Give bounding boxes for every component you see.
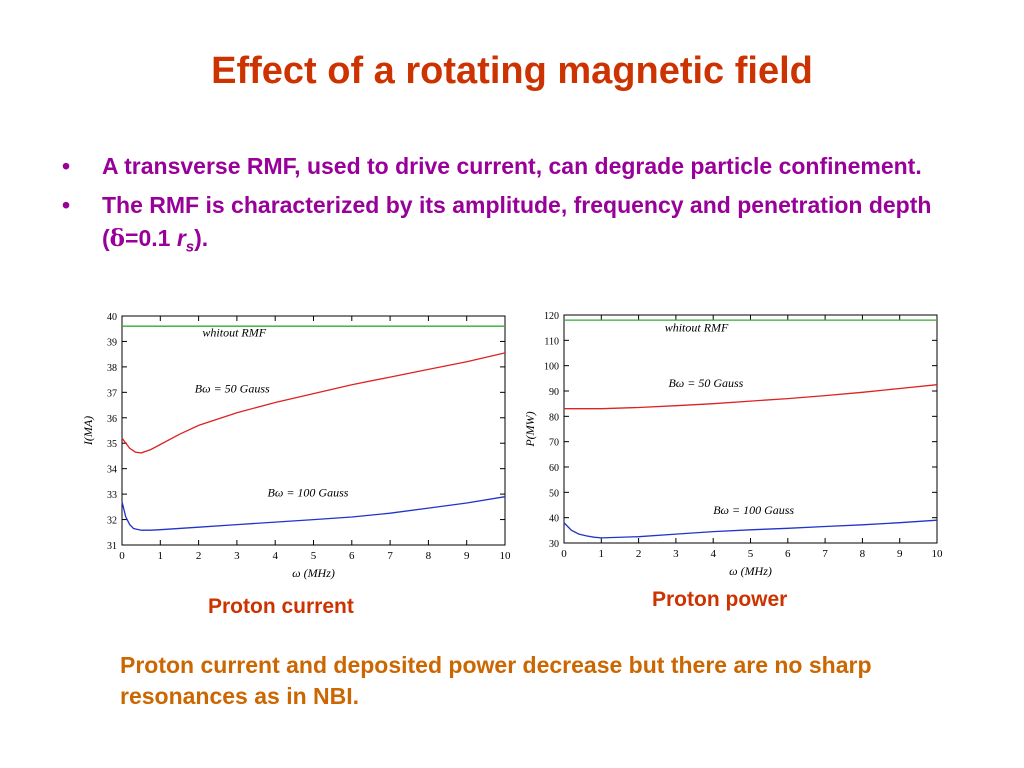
series-line (121, 496, 506, 531)
y-tick-label: 120 (544, 311, 559, 322)
x-tick-label: 4 (710, 548, 716, 560)
bullet-text-after: ). (194, 225, 209, 251)
y-tick-label: 31 (107, 541, 117, 552)
bullet-text-before: The RMF is characterized by its amplitud… (102, 192, 932, 251)
x-tick-label: 3 (234, 550, 240, 562)
series-line (563, 519, 938, 539)
x-tick-label: 3 (673, 548, 679, 560)
x-tick-label: 1 (599, 548, 605, 560)
bullet-list: • A transverse RMF, used to drive curren… (62, 150, 962, 270)
conclusion-text: Proton current and deposited power decre… (120, 652, 872, 709)
series-annotation: Bω = 100 Gauss (268, 486, 349, 500)
series-line (121, 352, 506, 454)
bullet-glyph: • (62, 153, 71, 179)
proton-current-chart: 0 1 2 3 4 5 6 7 8 9 10 31 32 33 34 35 36 37 38 39 40 whitout … (78, 300, 518, 590)
series-annotation: Bω = 50 Gauss (195, 381, 270, 395)
series-annotation: whitout RMF (665, 320, 729, 334)
x-tick-label: 0 (119, 550, 125, 562)
bullet-item: • The RMF is characterized by its amplit… (62, 189, 962, 264)
y-tick-label: 32 (107, 516, 117, 527)
y-tick-label: 30 (549, 539, 559, 550)
y-tick-label: 37 (107, 388, 117, 399)
proton-power-plot: 0 1 2 3 4 5 6 7 8 9 10 30 40 50 60 70 80 90 100 110 120 whito… (523, 311, 944, 578)
y-tick-label: 39 (107, 337, 117, 348)
proton-current-plot: 0 1 2 3 4 5 6 7 8 9 1031323334353637383940whitout … (81, 312, 512, 580)
y-axis-label: I(MA) (81, 416, 95, 446)
x-tick-label: 9 (464, 550, 470, 562)
y-tick-label: 110 (544, 336, 559, 347)
series-annotation: whitout RMF (202, 325, 266, 339)
delta-symbol: δ (109, 225, 126, 252)
x-tick-label: 5 (311, 550, 317, 562)
x-tick-label: 1 (158, 550, 164, 562)
x-axis-label: ω (MHz) (729, 564, 772, 578)
y-tick-label: 40 (549, 514, 559, 525)
y-tick-label: 50 (549, 488, 559, 499)
y-tick-label: 90 (549, 387, 559, 398)
caption-proton-current: Proton current (208, 595, 354, 618)
x-tick-label: 7 (822, 548, 828, 560)
caption-proton-power: Proton power (652, 588, 788, 611)
x-tick-label: 2 (636, 548, 642, 560)
plot-frame (121, 315, 506, 546)
y-tick-label: 38 (107, 363, 117, 374)
radius-symbol: r (176, 225, 186, 251)
x-axis-label: ω (MHz) (292, 566, 335, 580)
slide-title: Effect of a rotating magnetic field (211, 50, 813, 92)
bullet-item: • A transverse RMF, used to drive curren… (62, 150, 962, 183)
x-tick-label: 5 (748, 548, 754, 560)
y-tick-label: 100 (544, 362, 559, 373)
proton-power-chart: 0 1 2 3 4 5 6 7 8 9 10 30 40 50 60 70 80 90 100 110 120 whito… (515, 300, 955, 590)
y-tick-label: 36 (107, 414, 117, 425)
x-tick-label: 8 (426, 550, 432, 562)
x-tick-label: 10 (932, 548, 944, 560)
y-tick-label: 33 (107, 490, 117, 501)
y-tick-label: 80 (549, 412, 559, 423)
radius-subscript: s (185, 238, 195, 256)
bullet-text: A transverse RMF, used to drive current,… (102, 153, 922, 179)
y-axis-label: P(MW) (523, 411, 537, 447)
x-tick-label: 9 (897, 548, 903, 560)
y-tick-label: 34 (107, 465, 117, 476)
delta-value: =0.1 (125, 225, 177, 251)
series-line (564, 384, 938, 410)
x-tick-label: 4 (272, 550, 278, 562)
series-annotation: Bω = 100 Gauss (713, 503, 794, 517)
x-tick-label: 7 (387, 550, 393, 562)
y-tick-label: 60 (549, 463, 559, 474)
x-tick-label: 0 (561, 548, 567, 560)
y-tick-label: 35 (107, 439, 117, 450)
bullet-glyph: • (62, 192, 71, 218)
series-annotation: Bω = 50 Gauss (668, 376, 743, 390)
x-tick-label: 6 (785, 548, 791, 560)
x-tick-label: 10 (500, 550, 512, 562)
y-tick-label: 40 (107, 312, 117, 323)
x-tick-label: 6 (349, 550, 355, 562)
x-tick-label: 8 (860, 548, 866, 560)
y-tick-label: 70 (549, 438, 559, 449)
bullet-text: The RMF is characterized by its amplitud… (102, 192, 932, 256)
x-tick-label: 2 (196, 550, 202, 562)
